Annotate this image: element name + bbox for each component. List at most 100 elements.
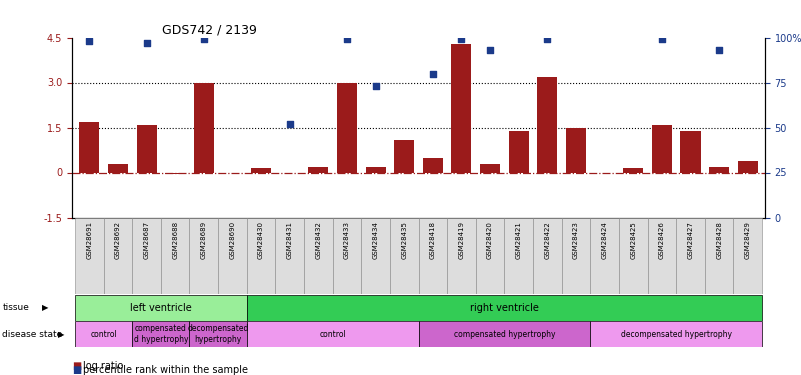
Text: GSM28433: GSM28433 — [344, 221, 350, 260]
Bar — [251, 168, 271, 172]
Text: log ratio: log ratio — [83, 361, 123, 371]
Text: GSM28424: GSM28424 — [602, 221, 608, 259]
Text: GSM28426: GSM28426 — [659, 221, 665, 259]
Point — [713, 47, 726, 53]
Bar — [194, 82, 214, 172]
Text: GSM28418: GSM28418 — [430, 221, 436, 260]
Point — [284, 121, 296, 127]
Bar — [734, 217, 762, 294]
Text: ■: ■ — [72, 361, 82, 371]
Text: right ventricle: right ventricle — [470, 303, 539, 313]
Text: compensated
d hypertrophy: compensated d hypertrophy — [134, 324, 188, 344]
Bar — [247, 321, 418, 347]
Text: GSM28431: GSM28431 — [287, 221, 292, 260]
Bar — [623, 168, 643, 172]
Text: decompensated hypertrophy: decompensated hypertrophy — [621, 330, 731, 339]
Text: GSM28430: GSM28430 — [258, 221, 264, 260]
Text: GSM28425: GSM28425 — [630, 221, 636, 259]
Text: GSM28692: GSM28692 — [115, 221, 121, 260]
Point — [340, 36, 353, 42]
Text: GSM28427: GSM28427 — [687, 221, 694, 259]
Bar — [619, 217, 647, 294]
Bar — [476, 217, 505, 294]
Point — [197, 36, 210, 42]
Bar — [390, 217, 418, 294]
Text: GSM28420: GSM28420 — [487, 221, 493, 259]
Bar — [681, 130, 701, 172]
Bar — [537, 76, 557, 172]
Text: GSM28423: GSM28423 — [573, 221, 579, 259]
Bar — [190, 321, 247, 347]
Bar — [447, 217, 476, 294]
Bar — [190, 217, 218, 294]
Text: GSM28422: GSM28422 — [545, 221, 550, 259]
Point — [140, 40, 153, 46]
Text: GSM28688: GSM28688 — [172, 221, 178, 260]
Text: GSM28691: GSM28691 — [87, 221, 92, 260]
Text: GSM28690: GSM28690 — [229, 221, 235, 260]
Text: disease state: disease state — [2, 330, 62, 339]
Text: GDS742 / 2139: GDS742 / 2139 — [162, 23, 257, 36]
Bar — [590, 321, 762, 347]
Text: decompensated
hypertrophy: decompensated hypertrophy — [187, 324, 249, 344]
Text: compensated hypertrophy: compensated hypertrophy — [453, 330, 555, 339]
Bar — [709, 166, 729, 172]
Bar — [75, 321, 132, 347]
Text: ▶: ▶ — [58, 330, 64, 339]
Text: GSM28434: GSM28434 — [372, 221, 379, 259]
Text: control: control — [320, 330, 346, 339]
Text: GSM28428: GSM28428 — [716, 221, 723, 259]
Bar — [247, 295, 762, 321]
Bar — [308, 166, 328, 172]
Text: ■: ■ — [72, 365, 82, 375]
Bar — [337, 82, 357, 172]
Bar — [505, 217, 533, 294]
Text: GSM28432: GSM28432 — [316, 221, 321, 259]
Bar — [652, 124, 672, 172]
Bar — [480, 164, 500, 172]
Bar — [738, 160, 758, 172]
Point — [455, 36, 468, 42]
Bar — [75, 217, 103, 294]
Bar — [103, 217, 132, 294]
Bar — [108, 164, 128, 172]
Bar — [132, 217, 161, 294]
Text: GSM28429: GSM28429 — [745, 221, 751, 259]
Text: control: control — [91, 330, 117, 339]
Bar — [705, 217, 734, 294]
Bar — [332, 217, 361, 294]
Bar — [418, 217, 447, 294]
Point — [484, 47, 497, 53]
Bar — [218, 217, 247, 294]
Point — [426, 70, 439, 76]
Bar — [361, 217, 390, 294]
Bar — [452, 44, 472, 172]
Text: GSM28421: GSM28421 — [516, 221, 521, 259]
Bar — [75, 295, 247, 321]
Bar — [136, 124, 156, 172]
Text: GSM28419: GSM28419 — [458, 221, 465, 260]
Bar — [365, 166, 385, 172]
Bar — [590, 217, 619, 294]
Bar — [676, 217, 705, 294]
Point — [541, 36, 553, 42]
Bar — [533, 217, 562, 294]
Bar — [423, 158, 443, 172]
Bar — [394, 140, 414, 172]
Text: tissue: tissue — [2, 303, 30, 312]
Bar — [161, 217, 190, 294]
Text: GSM28435: GSM28435 — [401, 221, 407, 259]
Text: ▶: ▶ — [42, 303, 48, 312]
Text: percentile rank within the sample: percentile rank within the sample — [83, 365, 248, 375]
Bar — [304, 217, 332, 294]
Text: left ventricle: left ventricle — [130, 303, 191, 313]
Bar — [418, 321, 590, 347]
Point — [369, 83, 382, 89]
Bar — [566, 128, 586, 172]
Bar — [562, 217, 590, 294]
Bar — [647, 217, 676, 294]
Bar — [509, 130, 529, 172]
Text: GSM28687: GSM28687 — [143, 221, 150, 260]
Bar — [276, 217, 304, 294]
Text: GSM28689: GSM28689 — [201, 221, 207, 260]
